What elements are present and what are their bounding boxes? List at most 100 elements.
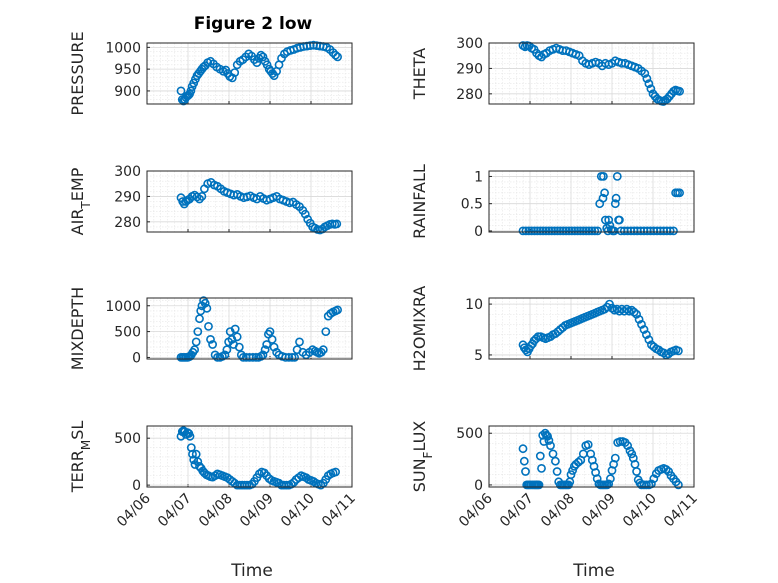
data-point	[573, 226, 582, 236]
y-axis-label-0: PRESSURE	[68, 31, 87, 115]
data-point	[649, 474, 659, 484]
data-point	[576, 226, 585, 236]
data-point	[272, 347, 281, 357]
data-point	[629, 307, 639, 317]
subplot-pressure: 900 950 1000 PRESSURE	[68, 31, 353, 116]
axes-frame	[488, 170, 695, 233]
data-point	[234, 342, 244, 352]
x-tick-label: 04/11	[661, 491, 701, 531]
data-point	[518, 226, 528, 236]
data-point	[260, 345, 270, 355]
axes-frame	[146, 297, 353, 360]
data-point	[238, 352, 248, 362]
data-point	[640, 69, 650, 78]
y-axis-label-6: TERRMSL	[68, 421, 93, 494]
data-point	[546, 441, 555, 450]
data-point	[623, 441, 632, 450]
data-point	[674, 346, 683, 356]
data-point	[538, 226, 548, 236]
data-point	[593, 226, 602, 236]
data-point	[544, 226, 554, 236]
data-point	[611, 193, 621, 203]
data-point	[600, 188, 609, 198]
y-tick-label: 500	[114, 431, 141, 447]
data-point	[587, 226, 597, 236]
data-point	[665, 226, 675, 236]
y-tick-label: 500	[114, 325, 141, 341]
data-point	[675, 188, 684, 198]
data-point	[610, 453, 620, 463]
data-point	[230, 324, 240, 334]
data-point	[566, 470, 576, 479]
data-point	[331, 50, 340, 60]
data-point	[584, 226, 594, 236]
y-tick-label: 300	[114, 164, 141, 180]
data-point	[202, 303, 212, 313]
y-axis-label-4: MIXDEPTH	[68, 287, 87, 370]
data-point	[632, 309, 641, 319]
y-tick-label: 0	[132, 350, 141, 366]
data-point	[527, 226, 536, 236]
data-point	[186, 86, 196, 96]
y-tick-label: 0.5	[461, 197, 483, 213]
data-point	[197, 191, 207, 201]
data-point	[333, 305, 342, 315]
data-point	[300, 209, 310, 219]
data-point	[543, 431, 552, 441]
data-point	[518, 444, 528, 454]
y-tick-label: 280	[456, 87, 483, 103]
data-point	[521, 467, 530, 476]
data-point	[191, 337, 201, 347]
data-point	[269, 71, 279, 81]
x-tick-label: 04/09	[579, 491, 619, 531]
data-point	[333, 52, 342, 62]
x-tick-label: 04/09	[237, 491, 277, 531]
data-point	[232, 332, 242, 342]
data-point	[290, 352, 299, 362]
x-tick-label: 04/10	[278, 491, 318, 531]
data-point	[634, 314, 644, 324]
data-point	[295, 337, 304, 347]
subplot-mixdepth: 0 500 1000 MIXDEPTH	[68, 287, 353, 370]
data-point	[256, 50, 266, 60]
axes-frame	[488, 425, 695, 488]
data-point	[642, 74, 652, 83]
y-tick-label: 290	[456, 61, 483, 77]
x-tick-label: 04/11	[319, 491, 359, 531]
data-point	[262, 340, 272, 349]
y-tick-label: 1000	[105, 40, 141, 56]
subplot-air-temp: 280 290 300 AIRTEMP	[68, 164, 353, 235]
data-point	[544, 436, 554, 445]
data-point	[534, 480, 544, 490]
data-point	[252, 58, 262, 67]
data-point	[188, 449, 197, 459]
y-tick-label: 1	[474, 169, 483, 185]
y-tick-label: 1000	[105, 299, 141, 315]
y-tick-label: 0	[474, 224, 483, 240]
data-point	[567, 226, 577, 236]
data-point	[583, 440, 593, 449]
data-point	[574, 457, 583, 467]
data-point	[265, 327, 275, 336]
data-point	[590, 226, 600, 236]
subplot-h2omixra: 5 10 H2OMIXRA	[410, 286, 695, 371]
data-point	[561, 226, 571, 236]
data-point	[185, 431, 195, 441]
data-point	[604, 215, 614, 225]
axes-frame	[488, 297, 695, 360]
data-point	[612, 171, 622, 181]
data-point	[262, 60, 272, 70]
data-point	[190, 345, 199, 355]
data-point	[547, 226, 557, 236]
y-tick-label: 10	[465, 297, 483, 313]
data-point	[193, 327, 203, 336]
y-axis-label-7: SUNFLUX	[410, 421, 435, 493]
data-point	[331, 467, 340, 477]
data-point	[548, 449, 558, 459]
data-point	[204, 321, 213, 331]
data-point	[642, 330, 651, 339]
data-point	[552, 467, 562, 476]
x-tick-label: 04/08	[196, 491, 236, 531]
